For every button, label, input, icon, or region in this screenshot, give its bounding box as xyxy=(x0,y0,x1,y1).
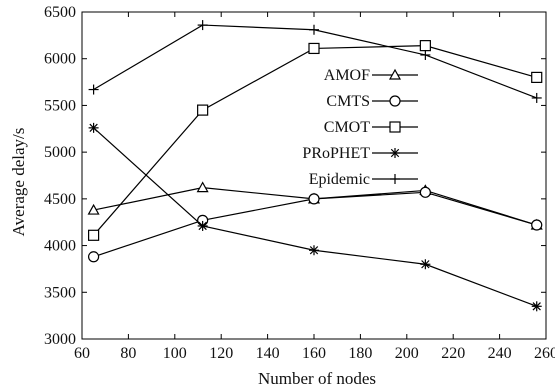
data-point-amof xyxy=(196,181,209,193)
data-point-cmot xyxy=(531,71,543,84)
data-point-cmot xyxy=(197,104,209,116)
data-point-epidemic xyxy=(88,84,99,95)
data-point-epidemic xyxy=(420,49,431,60)
y-axis: 3000 3500 4000 4500 5000 5500 6000 6500 xyxy=(44,4,546,348)
x-tick-label: 120 xyxy=(209,345,233,362)
series-layer xyxy=(87,20,543,312)
legend-label-prophet: PRoPHET xyxy=(302,145,370,162)
y-tick-label: 6500 xyxy=(44,4,76,21)
star-stroke xyxy=(89,123,98,133)
x-tick-label: 220 xyxy=(441,345,465,362)
series-cmot xyxy=(87,40,543,241)
data-point-cmot xyxy=(87,229,100,241)
star-stroke xyxy=(421,260,430,269)
legend-marker-cmts xyxy=(389,95,401,107)
legend-label-amof: AMOF xyxy=(324,67,370,84)
legend-marker-amof xyxy=(388,68,402,80)
y-tick-label: 3000 xyxy=(44,331,76,348)
data-point-epidemic xyxy=(197,20,208,31)
data-point-cmts xyxy=(531,219,543,231)
data-point-prophet xyxy=(531,301,542,312)
data-point-cmts xyxy=(419,186,431,198)
data-point-prophet xyxy=(420,259,431,270)
x-tick-label: 60 xyxy=(74,345,90,362)
data-point-amof xyxy=(87,203,100,215)
data-point-epidemic xyxy=(531,92,542,103)
x-tick-label: 260 xyxy=(534,345,555,362)
y-tick-label: 5000 xyxy=(44,144,76,161)
y-tick-label: 4500 xyxy=(44,191,76,208)
legend-marker-cmot xyxy=(389,121,401,133)
data-point-cmot xyxy=(308,42,320,55)
star-stroke xyxy=(390,148,400,158)
series-amof xyxy=(87,181,543,230)
series-line-amof xyxy=(93,187,537,226)
data-point-prophet xyxy=(197,220,208,231)
y-tick-label: 3500 xyxy=(44,284,76,301)
series-epidemic xyxy=(88,20,542,103)
legend-label-epidemic: Epidemic xyxy=(309,171,370,188)
data-point-cmts xyxy=(87,251,100,263)
legend-label-cmts: CMTS xyxy=(326,93,370,110)
x-axis-title: Number of nodes xyxy=(258,369,376,388)
legend: AMOF CMTS CMOT PRoPHET Epidemic xyxy=(302,67,418,188)
x-tick-label: 200 xyxy=(395,345,419,362)
series-line-cmot xyxy=(93,45,537,236)
legend-label-cmot: CMOT xyxy=(324,119,370,136)
legend-marker-prophet xyxy=(390,148,400,158)
y-tick-label: 5500 xyxy=(44,97,76,114)
x-tick-label: 80 xyxy=(120,345,136,362)
y-tick-label: 6000 xyxy=(44,51,76,68)
data-point-cmot xyxy=(419,40,431,52)
y-axis-title: Average delay/s xyxy=(9,128,28,237)
x-tick-label: 180 xyxy=(348,345,372,362)
data-point-epidemic xyxy=(309,24,319,35)
x-tick-label: 100 xyxy=(163,345,187,362)
x-tick-label: 140 xyxy=(256,345,280,362)
x-axis: 60 80 100 120 140 160 180 200 220 240 260 xyxy=(74,12,555,362)
x-tick-label: 160 xyxy=(302,345,326,362)
data-point-prophet xyxy=(309,245,319,256)
x-tick-label: 240 xyxy=(488,345,512,362)
series-prophet xyxy=(88,122,542,312)
legend-marker-epidemic xyxy=(390,174,400,184)
star-stroke xyxy=(532,302,541,311)
y-tick-label: 4000 xyxy=(44,238,76,255)
series-line-epidemic xyxy=(93,24,537,99)
data-point-cmts xyxy=(308,193,320,205)
star-stroke xyxy=(198,221,207,231)
star-stroke xyxy=(309,246,319,255)
data-point-prophet xyxy=(88,122,99,133)
